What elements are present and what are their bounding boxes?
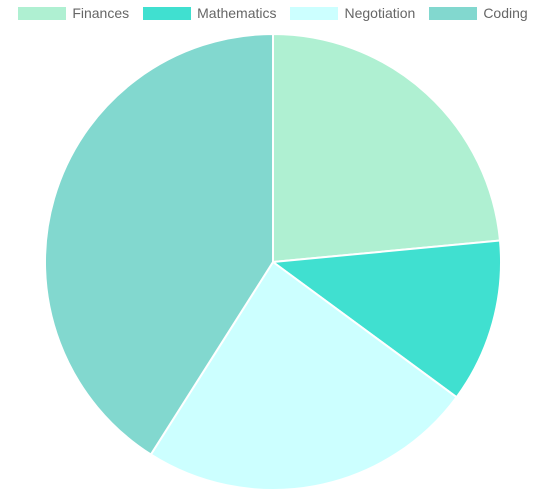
legend-label-negotiation: Negotiation bbox=[344, 5, 416, 21]
legend-label-coding: Coding bbox=[483, 5, 528, 21]
legend-swatch-mathematics bbox=[143, 6, 192, 20]
legend-item-finances[interactable]: Finances bbox=[18, 5, 129, 21]
legend-swatch-negotiation bbox=[290, 6, 339, 20]
pie-slice-coding[interactable] bbox=[44, 32, 274, 456]
legend-swatch-finances bbox=[18, 6, 67, 20]
legend-label-finances: Finances bbox=[72, 5, 130, 21]
pie-slice-negotiation[interactable] bbox=[149, 260, 459, 491]
pie-slice-finances[interactable] bbox=[272, 32, 502, 264]
legend-label-mathematics: Mathematics bbox=[197, 5, 277, 21]
legend-item-mathematics[interactable]: Mathematics bbox=[143, 5, 276, 21]
legend-swatch-coding bbox=[429, 6, 478, 20]
pie-slice-mathematics[interactable] bbox=[270, 239, 502, 399]
chart-legend: Finances Mathematics Negotiation Coding bbox=[0, 0, 546, 26]
legend-item-negotiation[interactable]: Negotiation bbox=[290, 5, 415, 21]
legend-item-coding[interactable]: Coding bbox=[429, 5, 528, 21]
